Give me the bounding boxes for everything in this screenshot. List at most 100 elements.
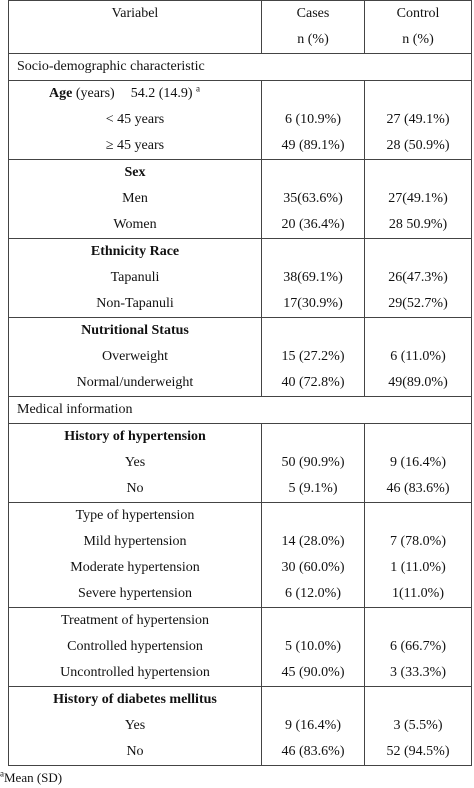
nutrition-control-value: 6 (11.0%) [390,349,446,364]
sex-cases-value: 35(63.6%) [283,191,343,206]
header-cases-unit: n (%) [297,32,329,47]
hypertension-labels: History of hypertension Yes No [8,423,262,503]
type-control: 7 (78.0%) 1 (11.0%) 1(11.0%) [364,502,472,608]
age-control: 27 (49.1%) 28 (50.9%) [364,80,472,160]
section-medical: Medical information [8,396,472,424]
header-control-unit: n (%) [402,32,434,47]
hypertension-control: 9 (16.4%) 46 (83.6%) [364,423,472,503]
diabetes-cases: 9 (16.4%) 46 (83.6%) [261,686,365,766]
header-cases: Cases [296,6,330,21]
hypertension-cases-value: 50 (90.9%) [281,455,345,470]
ethnicity-control-value: 26(47.3%) [388,270,448,285]
age-unit: (years) [75,86,115,101]
header-row: Variabel Cases n (%) Control n (%) [8,0,472,54]
diabetes-title: History of diabetes mellitus [53,692,217,707]
nutrition-labels: Nutritional Status Overweight Normal/und… [8,317,262,397]
type-row-label: Severe hypertension [78,586,192,601]
ethnicity-title: Ethnicity Race [90,244,180,259]
type-cases-value: 14 (28.0%) [281,534,345,549]
diabetes-control: 3 (5.5%) 52 (94.5%) [364,686,472,766]
group-treatment: Treatment of hypertension Controlled hyp… [8,607,472,687]
treatment-labels: Treatment of hypertension Controlled hyp… [8,607,262,687]
diabetes-cases-value: 9 (16.4%) [285,718,341,733]
sex-row-label: Men [122,191,148,206]
age-title-line: Age (years) 54.2 (14.9) a [10,82,261,108]
header-cases-cell: Cases n (%) [261,0,365,54]
hypertension-control-value: 46 (83.6%) [386,481,450,496]
treatment-title: Treatment of hypertension [60,613,209,628]
footnote-text: Mean (SD) [4,770,63,785]
group-nutrition: Nutritional Status Overweight Normal/und… [8,317,472,397]
nutrition-control: 6 (11.0%) 49(89.0%) [364,317,472,397]
section-socio: Socio-demographic characteristic [8,53,472,81]
treatment-control-value: 6 (66.7%) [390,639,446,654]
diabetes-row-label: Yes [124,718,146,733]
type-cases-value: 6 (12.0%) [285,586,341,601]
treatment-control: 6 (66.7%) 3 (33.3%) [364,607,472,687]
type-control-value: 1(11.0%) [392,586,444,601]
age-cases-value: 6 (10.9%) [285,112,341,127]
nutrition-row-label: Normal/underweight [76,375,194,390]
age-cases: 6 (10.9%) 49 (89.1%) [261,80,365,160]
ethnicity-cases: 38(69.1%) 17(30.9%) [261,238,365,318]
age-row-label: ≥ 45 years [105,138,165,153]
footnote-mark: a [0,768,4,779]
group-diabetes: History of diabetes mellitus Yes No 9 (1… [8,686,472,766]
nutrition-cases-value: 15 (27.2%) [281,349,345,364]
diabetes-control-value: 3 (5.5%) [393,718,443,733]
ethnicity-labels: Ethnicity Race Tapanuli Non-Tapanuli [8,238,262,318]
hypertension-title: History of hypertension [64,429,206,444]
ethnicity-cases-value: 17(30.9%) [283,296,343,311]
treatment-row-label: Controlled hypertension [67,639,203,654]
nutrition-cases-value: 40 (72.8%) [281,375,345,390]
ethnicity-control: 26(47.3%) 29(52.7%) [364,238,472,318]
nutrition-cases: 15 (27.2%) 40 (72.8%) [261,317,365,397]
hypertension-row-label: Yes [124,455,146,470]
nutrition-title: Nutritional Status [81,323,189,338]
sex-row-label: Women [113,217,157,232]
sex-control-value: 27(49.1%) [388,191,448,206]
nutrition-row-label: Overweight [101,349,169,364]
ethnicity-control-value: 29(52.7%) [388,296,448,311]
hypertension-cases: 50 (90.9%) 5 (9.1%) [261,423,365,503]
group-age: Age (years) 54.2 (14.9) a < 45 years ≥ 45… [8,80,472,160]
type-control-value: 1 (11.0%) [390,560,446,575]
ethnicity-row-label: Tapanuli [110,270,160,285]
footnote: aMean (SD) [0,768,63,786]
treatment-cases-value: 45 (90.0%) [281,665,345,680]
sex-control: 27(49.1%) 28 50.9%) [364,159,472,239]
group-type: Type of hypertension Mild hypertension M… [8,502,472,608]
ethnicity-row-label: Non-Tapanuli [96,296,174,311]
treatment-cases: 5 (10.0%) 45 (90.0%) [261,607,365,687]
sex-cases-value: 20 (36.4%) [281,217,345,232]
type-cases: 14 (28.0%) 30 (60.0%) 6 (12.0%) [261,502,365,608]
age-value: 54.2 (14.9) [130,86,193,101]
sex-control-value: 28 50.9%) [388,217,448,232]
type-row-label: Moderate hypertension [70,560,200,575]
nutrition-control-value: 49(89.0%) [388,375,448,390]
age-labels: Age (years) 54.2 (14.9) a < 45 years ≥ 45… [8,80,262,160]
age-row-label: < 45 years [105,112,165,127]
type-title: Type of hypertension [75,508,195,523]
age-footnote-mark: a [196,83,201,94]
treatment-control-value: 3 (33.3%) [390,665,446,680]
type-labels: Type of hypertension Mild hypertension M… [8,502,262,608]
section-row-medical: Medical information [8,396,472,424]
treatment-row-label: Uncontrolled hypertension [60,665,210,680]
type-cases-value: 30 (60.0%) [281,560,345,575]
group-hypertension: History of hypertension Yes No 50 (90.9%… [8,423,472,503]
age-control-value: 28 (50.9%) [386,138,450,153]
sex-cases: 35(63.6%) 20 (36.4%) [261,159,365,239]
header-variable: Variabel [111,6,159,21]
ethnicity-cases-value: 38(69.1%) [283,270,343,285]
hypertension-row-label: No [126,481,144,496]
age-control-value: 27 (49.1%) [386,112,450,127]
type-row-label: Mild hypertension [83,534,187,549]
diabetes-labels: History of diabetes mellitus Yes No [8,686,262,766]
diabetes-cases-value: 46 (83.6%) [281,744,345,759]
sex-title: Sex [124,165,146,180]
group-ethnicity: Ethnicity Race Tapanuli Non-Tapanuli 38(… [8,238,472,318]
type-control-value: 7 (78.0%) [390,534,446,549]
section-row-socio: Socio-demographic characteristic [8,53,472,81]
